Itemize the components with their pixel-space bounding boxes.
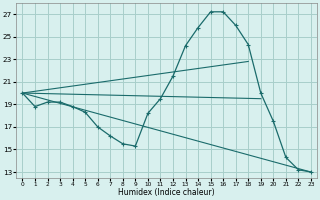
X-axis label: Humidex (Indice chaleur): Humidex (Indice chaleur) bbox=[118, 188, 215, 197]
